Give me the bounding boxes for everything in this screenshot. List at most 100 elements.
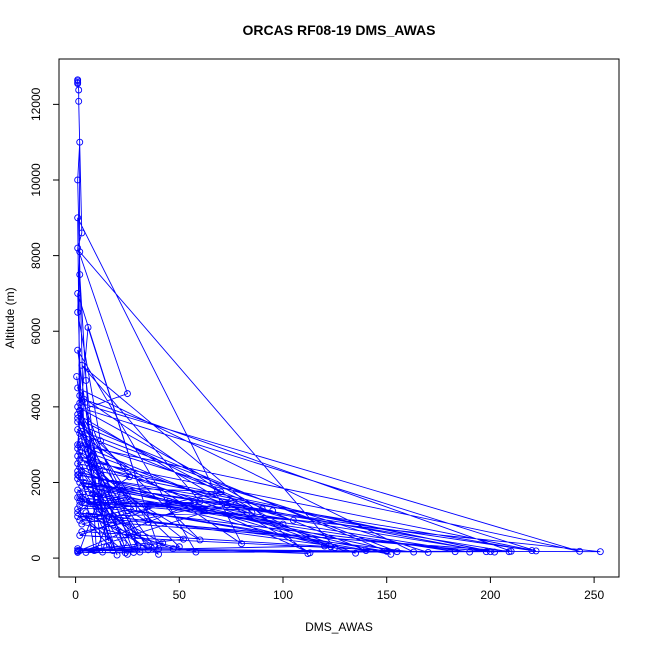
x-tick-label: 150 bbox=[377, 588, 397, 602]
data-point bbox=[74, 426, 82, 433]
data-point bbox=[78, 437, 86, 445]
data-point bbox=[117, 486, 125, 494]
data-point bbox=[126, 473, 133, 481]
data-point bbox=[74, 486, 82, 494]
data-point bbox=[576, 547, 584, 555]
data-point bbox=[74, 547, 82, 555]
x-axis: 0 50 100 150 200 250 bbox=[72, 577, 604, 602]
data-point bbox=[76, 501, 84, 509]
data-point bbox=[76, 479, 84, 486]
data-point bbox=[74, 452, 82, 460]
data-point bbox=[466, 548, 474, 556]
data-point bbox=[76, 248, 84, 256]
data-point bbox=[75, 86, 83, 94]
data-point bbox=[192, 548, 200, 556]
data-point bbox=[74, 244, 82, 252]
data-point bbox=[196, 536, 204, 544]
data-point bbox=[238, 540, 245, 548]
data-point bbox=[99, 548, 107, 556]
data-point bbox=[190, 499, 198, 507]
data-point bbox=[78, 497, 86, 505]
data-point bbox=[134, 542, 142, 550]
data-point bbox=[88, 452, 96, 460]
data-point bbox=[74, 475, 82, 483]
data-point bbox=[179, 535, 187, 543]
data-point bbox=[289, 516, 297, 524]
data-point bbox=[150, 543, 158, 551]
data-point bbox=[123, 390, 131, 398]
data-point bbox=[155, 550, 163, 558]
data-point bbox=[258, 505, 266, 513]
data-point bbox=[76, 516, 84, 524]
data-point bbox=[74, 467, 82, 475]
data-point bbox=[74, 414, 82, 422]
y-axis: 0 2000 4000 6000 8000 10000 12000 bbox=[29, 87, 59, 561]
data-point bbox=[491, 548, 499, 556]
x-tick-label: 250 bbox=[584, 588, 604, 602]
y-tick-label: 12000 bbox=[29, 87, 43, 121]
y-tick-label: 2000 bbox=[29, 469, 43, 496]
data-point bbox=[76, 399, 84, 407]
x-axis-label: DMS_AWAS bbox=[305, 620, 373, 634]
data-point bbox=[482, 548, 490, 556]
data-point bbox=[74, 441, 82, 449]
data-point bbox=[424, 548, 432, 556]
data-point bbox=[82, 548, 90, 556]
data-point bbox=[74, 410, 82, 418]
data-point bbox=[80, 433, 88, 441]
data-point bbox=[121, 549, 129, 557]
data-point bbox=[76, 456, 84, 464]
y-tick-label: 0 bbox=[29, 554, 43, 561]
data-point bbox=[410, 548, 418, 556]
data-point bbox=[109, 547, 117, 554]
data-point bbox=[227, 497, 235, 505]
data-point bbox=[74, 384, 82, 392]
data-point bbox=[165, 497, 173, 505]
data-point bbox=[84, 324, 92, 331]
data-point bbox=[144, 546, 152, 554]
plot-area bbox=[73, 76, 604, 559]
data-point bbox=[119, 539, 127, 547]
data-point bbox=[76, 494, 84, 502]
data-point bbox=[109, 501, 117, 509]
data-point bbox=[331, 544, 339, 551]
data-point bbox=[269, 507, 277, 515]
data-point bbox=[117, 497, 125, 505]
data-point bbox=[76, 448, 84, 456]
data-point bbox=[88, 490, 96, 498]
data-point bbox=[74, 308, 82, 316]
data-point bbox=[217, 488, 225, 496]
x-tick-label: 0 bbox=[72, 588, 79, 602]
data-point bbox=[144, 518, 152, 526]
data-point bbox=[74, 403, 82, 411]
data-point bbox=[76, 271, 84, 278]
data-point bbox=[130, 505, 138, 513]
data-point bbox=[74, 346, 82, 354]
data-point bbox=[74, 418, 82, 426]
data-point bbox=[78, 520, 86, 528]
y-axis-label: Altitude (m) bbox=[3, 287, 17, 348]
data-point bbox=[74, 494, 82, 502]
data-point bbox=[74, 80, 82, 88]
data-point bbox=[80, 479, 88, 486]
data-point bbox=[84, 441, 92, 449]
plot-frame bbox=[58, 58, 620, 578]
data-point bbox=[76, 531, 84, 539]
data-point bbox=[76, 429, 84, 437]
data-point bbox=[159, 539, 167, 547]
data-point bbox=[82, 509, 90, 517]
data-point bbox=[196, 497, 204, 505]
y-tick-label: 4000 bbox=[29, 393, 43, 420]
data-point bbox=[113, 551, 121, 559]
data-point bbox=[74, 460, 82, 468]
data-point bbox=[76, 441, 84, 449]
data-point bbox=[74, 505, 82, 513]
data-point bbox=[362, 547, 370, 554]
data-point bbox=[76, 407, 84, 415]
data-point bbox=[74, 545, 82, 553]
data-point bbox=[92, 499, 100, 507]
chart-title: ORCAS RF08-19 DMS_AWAS bbox=[243, 22, 436, 38]
data-point bbox=[76, 392, 84, 399]
data-point bbox=[97, 437, 104, 445]
